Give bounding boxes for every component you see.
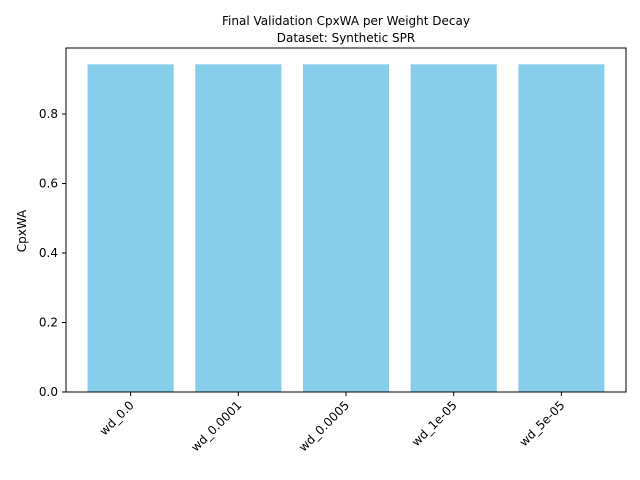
plot-frame — [65, 47, 627, 393]
bar-wd_1e-05 — [410, 64, 497, 392]
bar-wd_0.0005 — [302, 64, 390, 392]
y-axis-ticks: 0.0 0.2 0.4 0.6 0.8 — [39, 107, 66, 399]
x-tick-label: wd_0.0005 — [296, 398, 352, 454]
x-tick-label: wd_1e-05 — [409, 398, 460, 449]
y-tick-label: 0.4 — [39, 246, 58, 260]
x-tick-label: wd_0.0001 — [188, 398, 244, 454]
y-tick-label: 0.6 — [39, 177, 58, 191]
x-tick-label: wd_0.0 — [97, 398, 137, 438]
chart-subtitle: Dataset: Synthetic SPR — [277, 31, 416, 45]
bar-wd_0.0001 — [195, 64, 282, 392]
x-axis-ticks: wd_0.0 wd_0.0001 wd_0.0005 wd_1e-05 wd_5e-05 — [97, 392, 568, 454]
y-tick-label: 0.2 — [39, 316, 58, 330]
y-tick-label: 0.0 — [39, 385, 58, 399]
bars-group — [87, 64, 605, 392]
y-axis-label: CpxWA — [15, 209, 29, 252]
y-tick-label: 0.8 — [39, 107, 58, 121]
bar-wd_5e-05 — [518, 64, 605, 392]
x-tick-label: wd_5e-05 — [517, 398, 568, 449]
chart-title: Final Validation CpxWA per Weight Decay — [222, 14, 470, 28]
bar-wd_0.0 — [87, 64, 174, 392]
